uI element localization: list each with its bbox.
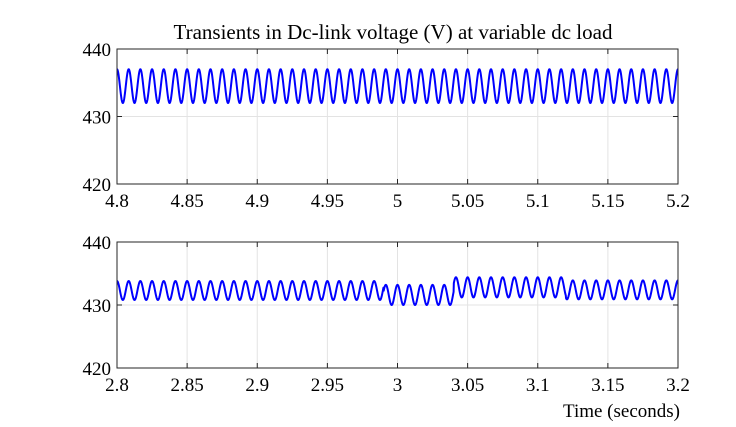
x-tick-label: 2.95 xyxy=(311,375,344,396)
x-tick-label: 5.15 xyxy=(591,191,624,212)
series-line xyxy=(116,68,679,104)
y-tick-label: 420 xyxy=(83,359,112,380)
x-tick-label: 3 xyxy=(393,375,403,396)
y-tick-label: 440 xyxy=(83,233,112,254)
x-tick-label: 4.9 xyxy=(245,191,269,212)
x-axis-label: Time (seconds) xyxy=(563,401,680,422)
x-tick-label: 5 xyxy=(393,191,403,212)
grid-lines xyxy=(116,241,679,369)
x-tick-label: 3.15 xyxy=(591,375,624,396)
axis-ticks: 4.8 4.85 4.9 4.95 5 5.05 5.1 5.15 5.2 420 430 440 xyxy=(83,40,690,212)
y-tick-label: 420 xyxy=(83,175,112,196)
chart-panel-top: Transients in Dc-link voltage (V) at var… xyxy=(83,20,690,212)
x-tick-label: 4.8 xyxy=(105,191,129,212)
y-tick-label: 430 xyxy=(83,296,112,317)
chart-title: Transients in Dc-link voltage (V) at var… xyxy=(174,20,613,44)
x-tick-label: 3.05 xyxy=(451,375,484,396)
x-tick-label: 3.2 xyxy=(666,375,690,396)
x-tick-label: 5.05 xyxy=(451,191,484,212)
y-tick-label: 430 xyxy=(83,108,112,129)
x-tick-label: 4.85 xyxy=(171,191,204,212)
chart-panel-bottom: 2.8 2.85 2.9 2.95 3 3.05 3.1 3.15 3.2 420 430 440 T… xyxy=(83,233,690,422)
x-tick-label: 2.85 xyxy=(171,375,204,396)
x-tick-label: 5.2 xyxy=(666,191,690,212)
x-tick-label: 2.9 xyxy=(245,375,269,396)
x-tick-label: 4.95 xyxy=(311,191,344,212)
series-line xyxy=(116,276,679,306)
x-tick-label: 3.1 xyxy=(526,375,550,396)
axis-ticks: 2.8 2.85 2.9 2.95 3 3.05 3.1 3.15 3.2 420 430 440 xyxy=(83,233,690,396)
y-tick-label: 440 xyxy=(83,40,112,61)
x-tick-label: 5.1 xyxy=(526,191,550,212)
x-tick-label: 2.8 xyxy=(105,375,129,396)
